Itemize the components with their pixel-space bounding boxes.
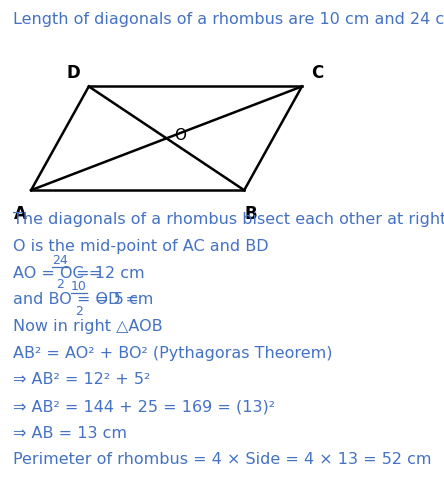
- Text: 2: 2: [56, 278, 64, 291]
- Text: D: D: [66, 64, 80, 82]
- Text: Length of diagonals of a rhombus are 10 cm and 24 cm: Length of diagonals of a rhombus are 10 …: [13, 12, 444, 27]
- Text: Now in right △AOB: Now in right △AOB: [13, 319, 163, 334]
- Text: and BO = OD =: and BO = OD =: [13, 292, 144, 307]
- Text: AB² = AO² + BO² (Pythagoras Theorem): AB² = AO² + BO² (Pythagoras Theorem): [13, 346, 333, 361]
- Text: AO = OC =: AO = OC =: [13, 266, 108, 281]
- Text: 10: 10: [71, 281, 87, 293]
- Text: ⇒ AB² = 12² + 5²: ⇒ AB² = 12² + 5²: [13, 372, 151, 387]
- Text: C: C: [311, 64, 323, 82]
- Text: 24: 24: [52, 254, 68, 267]
- Text: ⇒ AB² = 144 + 25 = 169 = (13)²: ⇒ AB² = 144 + 25 = 169 = (13)²: [13, 399, 275, 414]
- Text: A: A: [14, 205, 26, 223]
- Text: O: O: [174, 128, 186, 143]
- Text: O is the mid-point of AC and BD: O is the mid-point of AC and BD: [13, 239, 269, 254]
- Text: The diagonals of a rhombus bisect each other at right angles.: The diagonals of a rhombus bisect each o…: [13, 212, 444, 227]
- Text: 2: 2: [75, 305, 83, 318]
- Text: B: B: [245, 205, 257, 223]
- Text: = 5 cm: = 5 cm: [90, 292, 153, 307]
- Text: Perimeter of rhombus = 4 × Side = 4 × 13 = 52 cm: Perimeter of rhombus = 4 × Side = 4 × 13…: [13, 453, 432, 467]
- Text: = 12 cm: = 12 cm: [71, 266, 145, 281]
- Text: ⇒ AB = 13 cm: ⇒ AB = 13 cm: [13, 426, 127, 441]
